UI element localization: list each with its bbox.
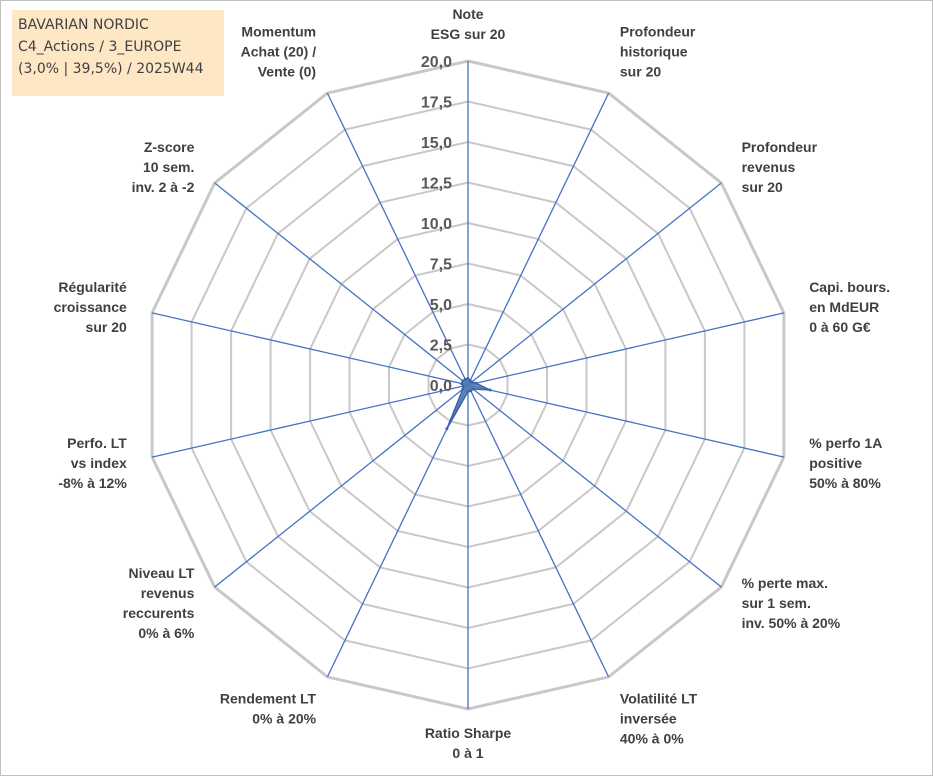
axis-label-12-line-0: Z-score	[144, 139, 195, 155]
title-box: BAVARIAN NORDIC C4_Actions / 3_EUROPE (3…	[12, 10, 224, 96]
tick-layer: 0,0 2,5 5,0 7,5 10,0 12,5 15,0 17,5 20,0	[421, 54, 452, 395]
data-point-0	[466, 377, 470, 380]
spoke-8	[326, 384, 469, 678]
axis-label-2-line-1: revenus	[742, 159, 796, 175]
spoke-9	[214, 384, 469, 588]
axis-label-13-line-2: Vente (0)	[258, 64, 316, 80]
spoke-6	[467, 384, 610, 678]
tick-label-3: 7,5	[430, 257, 452, 274]
axis-label-0: Note ESG sur 20	[431, 6, 506, 42]
spoke-11	[151, 312, 469, 386]
axis-label-13: Momentum Achat (20) / Vente (0)	[241, 24, 317, 80]
axis-label-10-line-0: Perfo. LT	[67, 435, 127, 451]
axis-label-9-line-2: reccurents	[123, 605, 195, 621]
axis-label-11-line-0: Régularité	[58, 279, 127, 295]
spoke-5	[467, 384, 722, 588]
axis-label-5-line-2: inv. 50% à 20%	[742, 615, 841, 631]
series-layer	[445, 377, 492, 431]
axis-label-8-line-1: 0% à 20%	[252, 710, 316, 726]
data-point-10	[461, 384, 465, 388]
spoke-layer	[151, 61, 785, 709]
axis-label-7-line-0: Ratio Sharpe	[425, 725, 512, 741]
axis-label-2-line-2: sur 20	[742, 179, 783, 195]
axis-label-5-line-1: sur 1 sem.	[742, 595, 811, 611]
axis-label-9-line-0: Niveau LT	[129, 565, 195, 581]
title-line-1: BAVARIAN NORDIC	[18, 17, 149, 33]
axis-label-6-line-0: Volatilité LT	[620, 690, 698, 706]
spoke-3	[467, 312, 785, 386]
axis-label-9-line-3: 0% à 6%	[138, 625, 195, 641]
data-point-9	[461, 387, 465, 391]
axis-label-0-line-0: Note	[452, 6, 483, 22]
axis-label-10-line-2: -8% à 12%	[58, 475, 127, 491]
axis-label-12: Z-score 10 sem. inv. 2 à -2	[132, 139, 195, 195]
axis-label-12-line-2: inv. 2 à -2	[132, 179, 195, 195]
tick-label-7: 17,5	[421, 95, 452, 112]
data-point-13	[463, 377, 467, 381]
spoke-13	[326, 92, 469, 386]
axis-label-7: Ratio Sharpe 0 à 1	[425, 725, 512, 761]
label-layer: Note ESG sur 20 Profondeur historique sur 20…	[54, 6, 890, 761]
axis-label-12-line-1: 10 sem.	[143, 159, 194, 175]
spoke-4	[467, 384, 785, 458]
axis-label-5: % perte max. sur 1 sem. inv. 50% à 20%	[742, 575, 841, 631]
axis-label-3-line-0: Capi. bours.	[809, 279, 890, 295]
title-line-3: (3,0% | 39,5%) / 2025W44	[18, 61, 204, 77]
axis-label-10: Perfo. LT vs index -8% à 12%	[58, 435, 127, 491]
axis-label-7-line-1: 0 à 1	[452, 745, 483, 761]
data-point-7	[466, 390, 470, 393]
axis-label-0-line-1: ESG sur 20	[431, 26, 506, 42]
axis-label-11: Régularité croissance sur 20	[54, 279, 127, 335]
axis-label-4: % perfo 1A positive 50% à 80%	[809, 435, 882, 491]
tick-label-4: 10,0	[421, 216, 452, 233]
data-point-12	[461, 379, 465, 383]
spoke-12	[214, 182, 469, 386]
axis-label-5-line-0: % perte max.	[742, 575, 828, 591]
axis-label-6: Volatilité LT inversée 40% à 0%	[620, 690, 698, 746]
axis-label-1-line-1: historique	[620, 44, 688, 60]
axis-label-3-line-1: en MdEUR	[809, 299, 879, 315]
axis-label-3-line-2: 0 à 60 G€	[809, 319, 871, 335]
axis-label-3: Capi. bours. en MdEUR 0 à 60 G€	[809, 279, 890, 335]
spoke-1	[467, 92, 610, 386]
axis-label-11-line-1: croissance	[54, 299, 127, 315]
axis-label-6-line-1: inversée	[620, 710, 677, 726]
axis-label-10-line-1: vs index	[71, 455, 127, 471]
axis-label-2: Profondeur revenus sur 20	[742, 139, 818, 195]
tick-label-0: 0,0	[430, 378, 452, 395]
axis-label-4-line-1: positive	[809, 455, 862, 471]
axis-label-1-line-2: sur 20	[620, 64, 661, 80]
axis-label-11-line-2: sur 20	[86, 319, 127, 335]
axis-label-6-line-2: 40% à 0%	[620, 730, 684, 746]
axis-label-13-line-1: Achat (20) /	[241, 44, 317, 60]
title-line-2: C4_Actions / 3_EUROPE	[18, 39, 182, 55]
axis-label-8-line-0: Rendement LT	[220, 690, 317, 706]
tick-label-1: 2,5	[430, 338, 452, 355]
axis-label-9-line-1: revenus	[141, 585, 195, 601]
data-point-4	[488, 388, 492, 392]
data-point-6	[469, 389, 473, 393]
axis-label-2-line-0: Profondeur	[742, 139, 818, 155]
data-point-2	[470, 380, 474, 384]
data-point-5	[471, 387, 475, 391]
data-point-11	[460, 382, 464, 386]
axis-label-4-line-2: 50% à 80%	[809, 475, 881, 491]
axis-label-13-line-0: Momentum	[241, 24, 316, 40]
data-point-8	[445, 427, 449, 431]
spoke-2	[467, 182, 722, 386]
axis-label-9: Niveau LT revenus reccurents 0% à 6%	[123, 565, 195, 641]
axis-label-1-line-0: Profondeur	[620, 24, 696, 40]
axis-label-1: Profondeur historique sur 20	[620, 24, 696, 80]
tick-label-6: 15,0	[421, 135, 452, 152]
axis-label-4-line-0: % perfo 1A	[809, 435, 882, 451]
axis-label-8: Rendement LT 0% à 20%	[220, 690, 317, 726]
spoke-10	[151, 384, 469, 458]
tick-label-2: 5,0	[430, 297, 452, 314]
data-point-3	[474, 381, 478, 385]
tick-label-5: 12,5	[421, 176, 452, 193]
tick-label-8: 20,0	[421, 54, 452, 71]
